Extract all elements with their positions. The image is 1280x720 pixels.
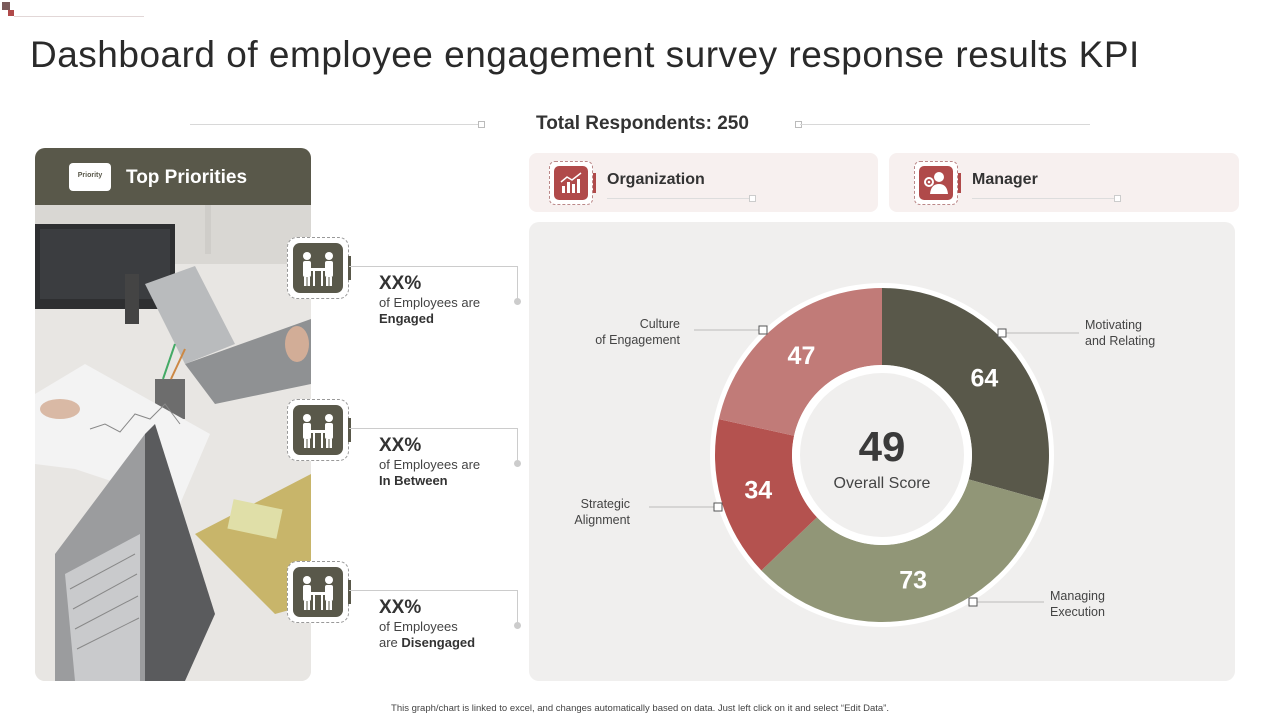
- corner-decoration-line: [14, 16, 144, 17]
- people-table-icon: [287, 399, 351, 461]
- corner-decoration-accent: [8, 10, 14, 16]
- people-table-icon: [287, 561, 351, 623]
- respondents-divider-left: [190, 124, 480, 125]
- people-table-icon: [287, 237, 351, 299]
- priority-status: Disengaged: [401, 635, 476, 650]
- organization-card: Organization: [529, 153, 878, 212]
- priority-connector-vertical: [517, 590, 518, 624]
- manager-divider: [972, 198, 1116, 199]
- priority-description-line1: of Employees are: [379, 457, 481, 472]
- manager-gear-icon: [914, 161, 961, 205]
- organization-divider: [607, 198, 751, 199]
- top-priorities-title: Top Priorities: [126, 167, 248, 188]
- top-priorities-header: Priority Top Priorities: [35, 148, 311, 205]
- office-desk-photo: [35, 204, 311, 681]
- priority-connector-dot: [514, 460, 521, 467]
- organization-divider-dot: [749, 195, 756, 202]
- page-title: Dashboard of employee engagement survey …: [30, 34, 1140, 75]
- priority-description: of Employees are Disengaged: [379, 619, 475, 651]
- manager-label: Manager: [972, 171, 1038, 188]
- donut-segment: [761, 479, 1043, 622]
- segment-callout-marker: [713, 502, 723, 512]
- priority-percentage: XX%: [379, 597, 422, 618]
- overall-score-label: Overall Score: [834, 475, 931, 492]
- priority-status: In Between: [379, 473, 448, 488]
- priority-connector-dot: [514, 298, 521, 305]
- respondents-divider-dot-left: [478, 121, 485, 128]
- priority-description-line1: of Employees: [379, 619, 458, 634]
- priority-description-prefix: are: [379, 635, 402, 650]
- priority-connector-vertical: [517, 266, 518, 300]
- segment-callout-marker: [758, 325, 768, 335]
- priority-description-line2: Engaged: [379, 311, 480, 327]
- priority-connector-dot: [514, 622, 521, 629]
- priority-description-line1: of Employees are: [379, 295, 481, 310]
- segment-category-label: Managing: [1050, 589, 1105, 603]
- segment-value-label: 34: [744, 477, 772, 505]
- segment-category-label: Strategic: [581, 497, 630, 511]
- segment-category-label: Alignment: [574, 513, 630, 527]
- overall-score-value: 49: [859, 423, 906, 470]
- segment-value-label: 64: [971, 364, 999, 392]
- priority-percentage: XX%: [379, 273, 422, 294]
- priority-connector: [349, 428, 517, 429]
- respondents-divider-right: [800, 124, 1090, 125]
- priority-description-line2: are Disengaged: [379, 635, 475, 651]
- segment-value-label: 47: [788, 342, 816, 370]
- segment-callout-marker: [997, 328, 1007, 338]
- organization-label: Organization: [607, 171, 705, 188]
- segment-category-label: of Engagement: [595, 333, 680, 347]
- priority-connector: [349, 266, 517, 267]
- segment-category-label: and Relating: [1085, 334, 1155, 348]
- engagement-donut-chart: 64 Motivating and Relating 73 Managing Execut…: [574, 283, 1155, 627]
- corner-decoration: [2, 2, 10, 10]
- priority-status: Engaged: [379, 311, 434, 326]
- manager-divider-dot: [1114, 195, 1121, 202]
- priority-description-line2: In Between: [379, 473, 480, 489]
- priority-percentage: XX%: [379, 435, 422, 456]
- segment-value-label: 73: [899, 567, 927, 595]
- manager-card: Manager: [889, 153, 1239, 212]
- segment-callout-marker: [968, 597, 978, 607]
- priority-connector: [349, 590, 517, 591]
- segment-category-label: Motivating: [1085, 318, 1142, 332]
- donut-segment: [718, 288, 882, 436]
- engagement-score-panel: 64 Motivating and Relating 73 Managing Execut…: [529, 222, 1235, 681]
- segment-category-label: Execution: [1050, 605, 1105, 619]
- donut-center: [800, 373, 964, 537]
- priority-description: of Employees are In Between: [379, 457, 480, 489]
- priority-description: of Employees are Engaged: [379, 295, 480, 327]
- priority-connector-vertical: [517, 428, 518, 462]
- donut-segment: [715, 419, 817, 571]
- total-respondents: Total Respondents: 250: [536, 113, 749, 134]
- bar-chart-icon: [549, 161, 596, 205]
- footer-note: This graph/chart is linked to excel, and…: [391, 703, 889, 714]
- priority-tag-icon: Priority: [69, 163, 111, 191]
- top-priorities-panel: Priority Top Priorities: [35, 148, 311, 681]
- priority-tag-text: Priority: [77, 172, 103, 179]
- segment-category-label: Culture: [640, 317, 680, 331]
- donut-segment: [882, 288, 1049, 501]
